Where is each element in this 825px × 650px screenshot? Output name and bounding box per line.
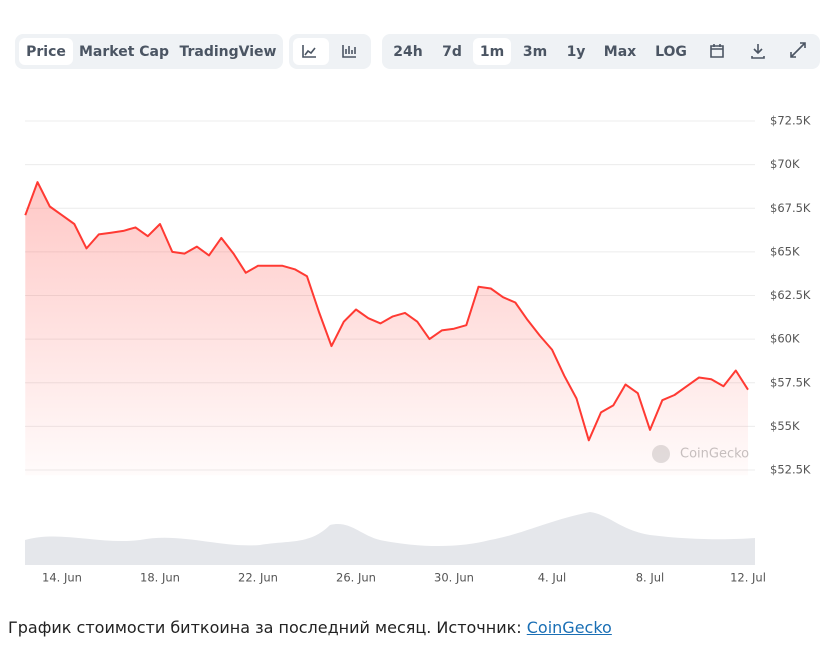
view-tab[interactable]: TradingView — [180, 44, 277, 60]
calendar-icon[interactable] — [710, 44, 724, 58]
range-tab[interactable]: 24h — [393, 44, 422, 60]
x-tick-label: 4. Jul — [538, 571, 567, 585]
y-tick-label: $62.5K — [770, 288, 811, 302]
candle-icon[interactable] — [342, 45, 356, 58]
volume-area — [25, 512, 755, 565]
download-icon[interactable] — [751, 44, 765, 59]
x-tick-label: 18. Jun — [140, 571, 180, 585]
range-tab[interactable]: Max — [604, 44, 636, 60]
range-tab[interactable]: 1y — [567, 44, 586, 60]
chart: Price Market Cap TradingView 24h 7d 1m 3m 1y Max… — [15, 34, 820, 585]
x-tick-label: 22. Jun — [238, 571, 278, 585]
x-tick-label: 8. Jul — [636, 571, 665, 585]
selected-pill — [473, 38, 511, 65]
selected-pill — [19, 38, 73, 65]
caption-text: График стоимости биткоина за последний м… — [8, 618, 527, 637]
line-icon[interactable] — [302, 45, 316, 58]
y-tick-label: $67.5K — [770, 201, 811, 215]
y-tick-label: $57.5K — [770, 375, 811, 389]
x-tick-label: 14. Jun — [42, 571, 82, 585]
view-tab[interactable]: Market Cap — [79, 44, 169, 60]
range-tab[interactable]: LOG — [655, 44, 687, 60]
y-tick-label: $70K — [770, 157, 800, 171]
y-tick-label: $55K — [770, 419, 800, 433]
range-tab[interactable]: 1m — [480, 44, 504, 60]
price-area — [25, 182, 748, 476]
x-tick-label: 30. Jun — [434, 571, 474, 585]
y-tick-label: $65K — [770, 244, 800, 258]
view-tab[interactable]: Price — [26, 44, 66, 60]
range-tab[interactable]: 3m — [523, 44, 547, 60]
y-tick-label: $60K — [770, 332, 800, 346]
caption-link[interactable]: CoinGecko — [526, 618, 612, 637]
x-tick-label: 12. Jul — [730, 571, 766, 585]
view-group — [15, 34, 283, 69]
expand-icon[interactable] — [790, 42, 806, 58]
y-tick-label: $52.5K — [770, 463, 811, 477]
range-tab[interactable]: 7d — [442, 44, 462, 60]
selected-pill — [293, 38, 329, 65]
price-line — [24, 181, 749, 442]
x-tick-label: 26. Jun — [336, 571, 376, 585]
caption: График стоимости биткоина за последний м… — [8, 618, 612, 637]
y-tick-label: $72.5K — [770, 114, 811, 128]
